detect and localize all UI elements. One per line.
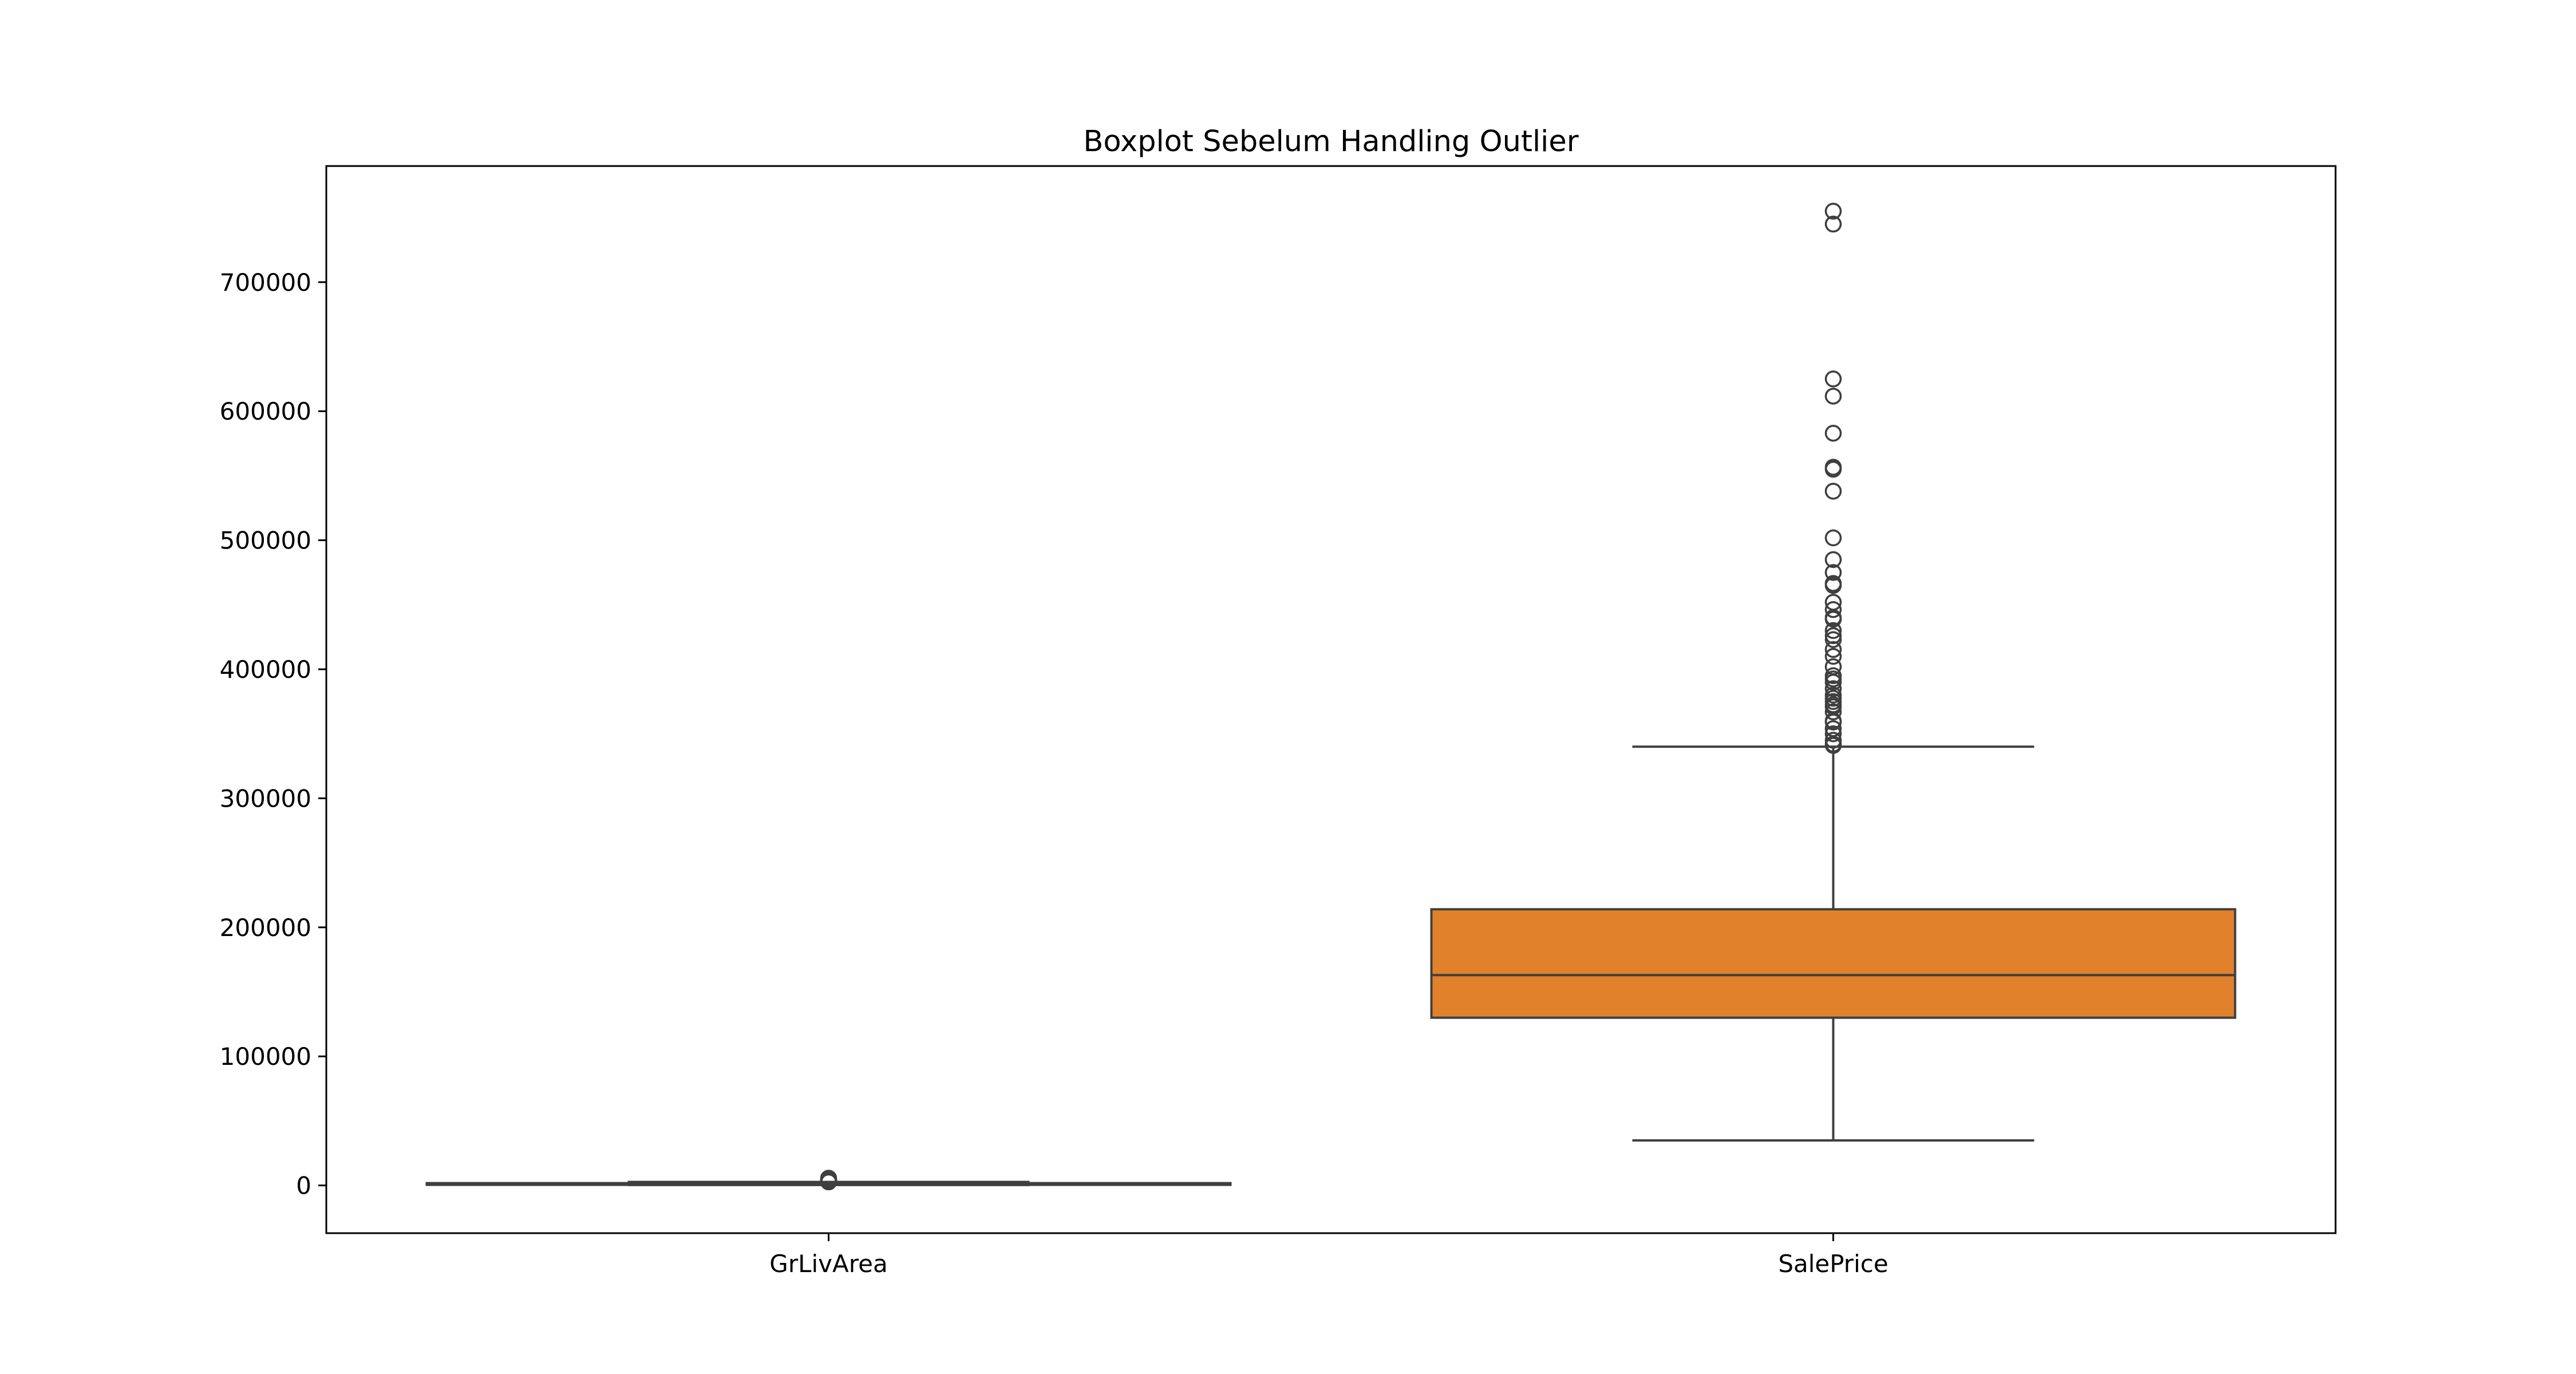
- y-tick-label: 100000: [220, 1043, 311, 1071]
- outlier-point: [1824, 622, 1842, 639]
- outlier-point: [1824, 575, 1842, 592]
- outlier-point: [1824, 370, 1842, 388]
- outlier-point: [1824, 529, 1842, 547]
- outlier-point: [820, 1170, 837, 1187]
- outlier-point: [1824, 627, 1842, 645]
- outlier-point: [1824, 641, 1842, 658]
- y-tick-label: 700000: [220, 269, 311, 297]
- outlier-point: [1824, 483, 1842, 500]
- outlier-point: [1824, 594, 1842, 611]
- outlier-point: [1824, 686, 1842, 704]
- x-tick-label: SalePrice: [1778, 1250, 1888, 1278]
- y-tick-label: 300000: [220, 784, 311, 812]
- outlier-point: [1824, 601, 1842, 618]
- box-group-grlivarea: [425, 1170, 1232, 1191]
- outlier-point: [1824, 720, 1842, 737]
- outlier-point: [1824, 388, 1842, 405]
- outlier-point: [1824, 680, 1842, 697]
- outlier-point: [1824, 647, 1842, 665]
- outlier-point: [1824, 658, 1842, 676]
- outlier-point: [1824, 667, 1842, 685]
- chart-title: Boxplot Sebelum Handling Outlier: [1083, 125, 1578, 159]
- outlier-point: [1824, 732, 1842, 749]
- y-axis: 0 100000 200000 300000 400000 500000 600000 700…: [220, 269, 326, 1200]
- plot-area: [425, 203, 2237, 1191]
- y-tick-label: 600000: [220, 397, 311, 425]
- outlier-point: [1824, 424, 1842, 442]
- x-axis: GrLivArea SalePrice: [769, 1233, 1888, 1278]
- y-tick-label: 500000: [220, 527, 311, 555]
- outlier-point: [1824, 564, 1842, 581]
- y-tick-label: 200000: [220, 914, 311, 942]
- box: [1430, 908, 2237, 1019]
- x-tick-label: GrLivArea: [769, 1250, 887, 1278]
- y-tick-label: 400000: [220, 656, 311, 684]
- outlier-point: [1824, 459, 1842, 476]
- outlier-point: [1824, 215, 1842, 233]
- y-tick-label: 0: [296, 1172, 311, 1200]
- axes-frame: [325, 165, 2337, 1234]
- outlier-point: [1824, 203, 1842, 220]
- outlier-point: [1824, 725, 1842, 743]
- outlier-point: [1824, 703, 1842, 721]
- outlier-point: [1824, 551, 1842, 568]
- box-group-saleprice: [1430, 203, 2237, 1142]
